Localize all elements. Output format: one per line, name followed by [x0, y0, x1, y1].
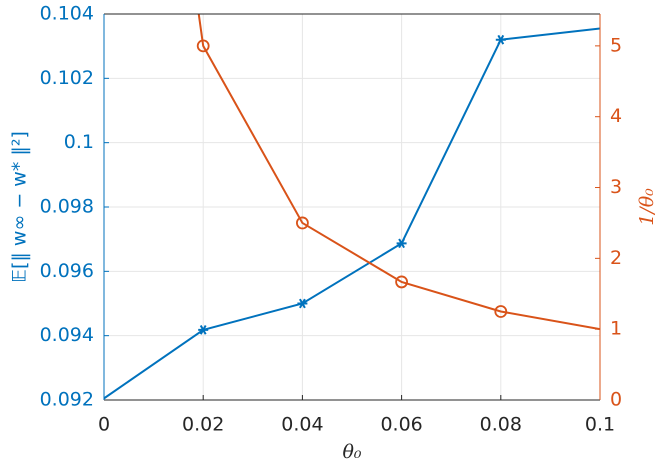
y-tick-label: 0.102 — [40, 67, 94, 89]
y-tick-label: 0.1 — [64, 131, 94, 153]
marker — [196, 39, 210, 53]
marker — [295, 216, 309, 230]
y-axis-label: 𝔼[‖ w∞ − w* ‖²] — [9, 131, 31, 283]
x-tick-label: 0.02 — [182, 414, 224, 436]
x-axis-label: θ₀ — [342, 441, 361, 463]
x-tick-label: 0.08 — [480, 414, 522, 436]
y2-tick-label: 3 — [610, 176, 622, 198]
x-tick-label: 0 — [98, 414, 110, 436]
series-line — [197, 14, 600, 331]
marker — [494, 305, 508, 318]
axes: 0 0.02 0.04 0.06 0.08 0.1 0.092 0.094 0.096 0.098… — [40, 3, 623, 436]
y-tick-label: 0.098 — [40, 196, 94, 218]
y-tick-label: 0.096 — [40, 260, 94, 282]
marker — [395, 275, 409, 289]
marker — [495, 34, 506, 45]
marker — [396, 238, 407, 249]
marker — [297, 298, 308, 309]
y2-axis-label: 1/θ₀ — [636, 188, 658, 226]
y2-tick-label: 4 — [610, 105, 622, 127]
y2-tick-label: 1 — [610, 318, 622, 340]
x-tick-label: 0.04 — [281, 414, 323, 436]
y-tick-label: 0.094 — [40, 324, 94, 346]
marker — [198, 325, 209, 335]
y-tick-label: 0.104 — [40, 3, 94, 25]
grid — [103, 13, 601, 401]
y-tick-label: 0.092 — [40, 389, 94, 411]
series-line — [104, 27, 600, 400]
x-tick-label: 0.1 — [585, 414, 615, 436]
y2-tick-label: 2 — [610, 247, 622, 269]
y2-tick-label: 5 — [610, 34, 622, 56]
y2-tick-label: 0 — [610, 389, 622, 411]
x-tick-label: 0.06 — [380, 414, 422, 436]
plot-area — [104, 14, 600, 400]
